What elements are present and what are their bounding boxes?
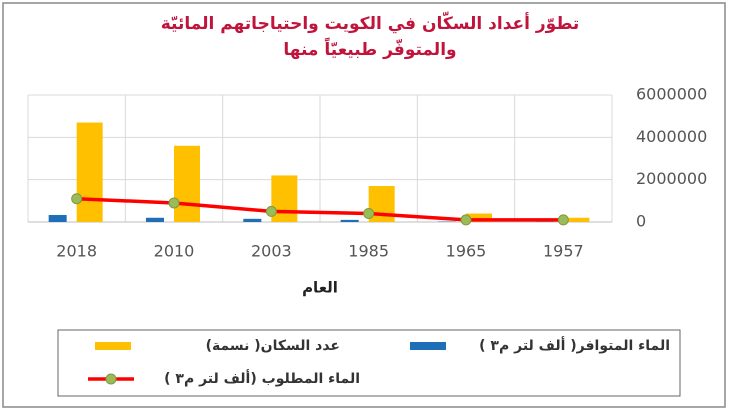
line bbox=[76, 196, 564, 222]
x-tick-label: 2018 bbox=[56, 242, 97, 261]
bar bbox=[466, 213, 492, 222]
line-marker bbox=[557, 214, 569, 226]
bar bbox=[243, 218, 262, 222]
bar bbox=[48, 215, 67, 222]
legend-marker bbox=[105, 373, 117, 385]
line-marker bbox=[265, 205, 277, 217]
bar bbox=[563, 217, 590, 222]
x-tick-label: 2003 bbox=[251, 242, 292, 261]
y-tick-label: 2000000 bbox=[636, 169, 707, 188]
line-marker bbox=[71, 193, 83, 205]
bar bbox=[146, 217, 164, 222]
legend-swatch bbox=[410, 342, 446, 350]
x-axis-label: العام bbox=[302, 279, 338, 297]
x-tick-label: 2010 bbox=[154, 242, 195, 261]
chart-title: تطوّر أعداد السكّان في الكويت واحتياجاته… bbox=[161, 11, 580, 34]
line-marker bbox=[460, 214, 472, 226]
y-tick-label: 6000000 bbox=[636, 85, 707, 104]
y-tick-label: 0 bbox=[636, 212, 646, 231]
legend-label: الماء المتوافر( ألف لتر م٣ ) bbox=[479, 336, 670, 354]
bar bbox=[174, 145, 200, 222]
legend-label: عدد السكان( نسمة) bbox=[206, 338, 340, 354]
line-marker bbox=[168, 197, 180, 209]
x-tick-label: 1985 bbox=[348, 242, 389, 261]
legend-box bbox=[57, 329, 681, 397]
legend-label: الماء المطلوب (ألف لتر م٣ ) bbox=[164, 369, 360, 387]
legend-swatch bbox=[95, 342, 131, 350]
bar bbox=[76, 122, 103, 222]
x-tick-label: 1965 bbox=[446, 242, 487, 261]
line-marker bbox=[363, 208, 375, 220]
bar bbox=[340, 219, 359, 222]
x-tick-label: 1957 bbox=[543, 242, 584, 261]
chart-title: والمتوفّر طبيعيّاً منها bbox=[283, 36, 456, 60]
y-tick-label: 4000000 bbox=[636, 127, 707, 146]
